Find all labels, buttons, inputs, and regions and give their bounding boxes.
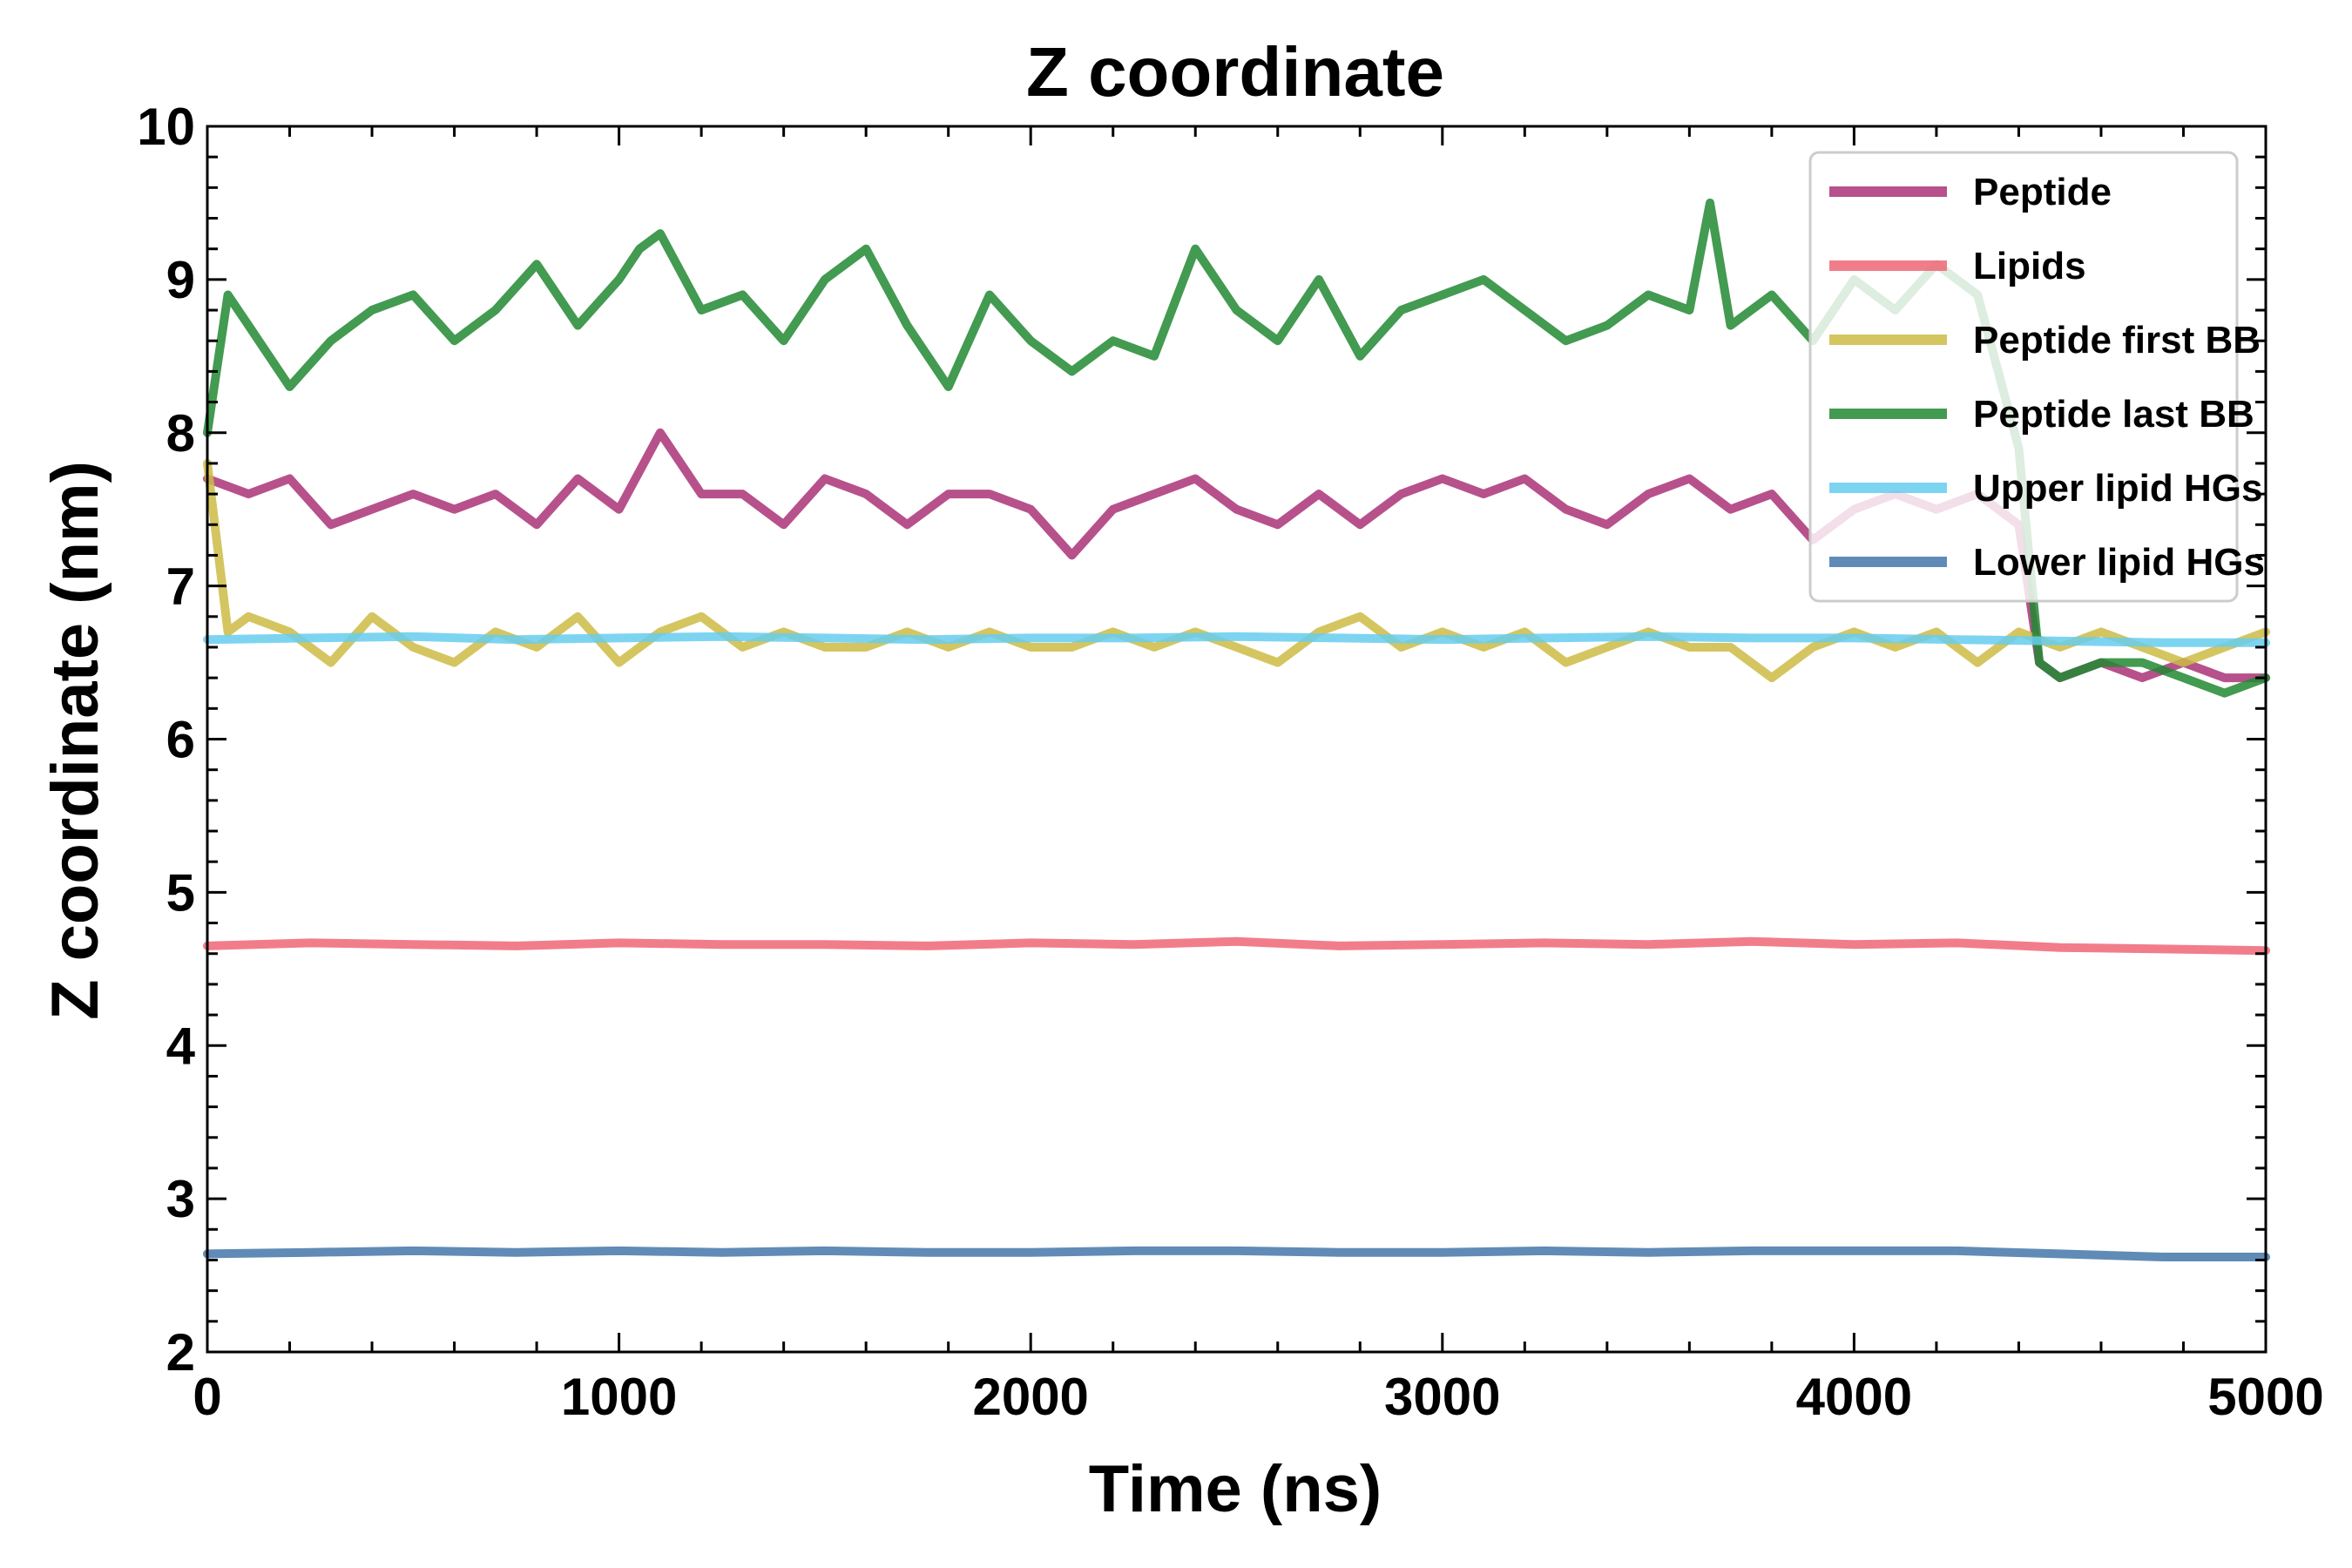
legend-item: Lower lipid HGs [1829,541,2265,584]
y-tick-label: 3 [166,1170,195,1228]
series-line-lipids [203,936,2270,956]
series-line-upper-lipid-hgs [203,632,2270,647]
legend-item: Upper lipid HGs [1829,467,2262,510]
y-tick-label: 9 [166,251,195,309]
x-tick-label: 0 [193,1368,221,1426]
x-tick-labels: 0 1000 2000 3000 4000 5000 [193,1368,2323,1426]
y-tick-label: 4 [166,1017,196,1075]
x-axis-label: Time (ns) [1089,1452,1382,1526]
legend-item: Peptide last BB [1829,393,2254,436]
x-tick-label: 1000 [561,1368,677,1426]
axis-ticks [206,125,2268,1354]
y-tick-label: 7 [166,558,195,616]
chart-title: Z coordinate [1026,33,1444,111]
legend-items: Peptide Lipids Peptide first BB Peptide las… [1829,171,2265,584]
series-line-lower-lipid-hgs [203,1246,2270,1261]
legend-label: Lower lipid HGs [1973,541,2265,584]
y-tick-label: 5 [166,863,195,922]
legend-label: Lipids [1973,245,2086,287]
legend-frame [1808,151,2239,603]
x-tick-label: 2000 [972,1368,1088,1426]
y-tick-labels: 2 3 4 5 6 7 8 9 10 [137,98,195,1382]
y-tick-label: 6 [166,711,195,769]
y-axis-label: Z coordinate (nm) [38,461,112,1020]
legend-label: Peptide [1973,171,2112,213]
legend-item: Lipids [1829,245,2086,287]
plot-lines [203,198,2270,1261]
y-tick-label: 8 [166,404,195,463]
x-tick-label: 5000 [2207,1368,2323,1426]
legend-label: Peptide first BB [1973,319,2261,362]
legend-item: Peptide [1829,171,2112,213]
y-tick-label: 2 [166,1323,195,1382]
legend-item: Peptide first BB [1829,319,2261,362]
x-tick-label: 4000 [1796,1368,1912,1426]
legend: Peptide Lipids Peptide first BB Peptide las… [1808,151,2265,603]
legend-label: Upper lipid HGs [1973,467,2262,510]
y-tick-label: 10 [137,98,195,156]
legend-label: Peptide last BB [1973,393,2254,436]
x-tick-label: 3000 [1384,1368,1500,1426]
